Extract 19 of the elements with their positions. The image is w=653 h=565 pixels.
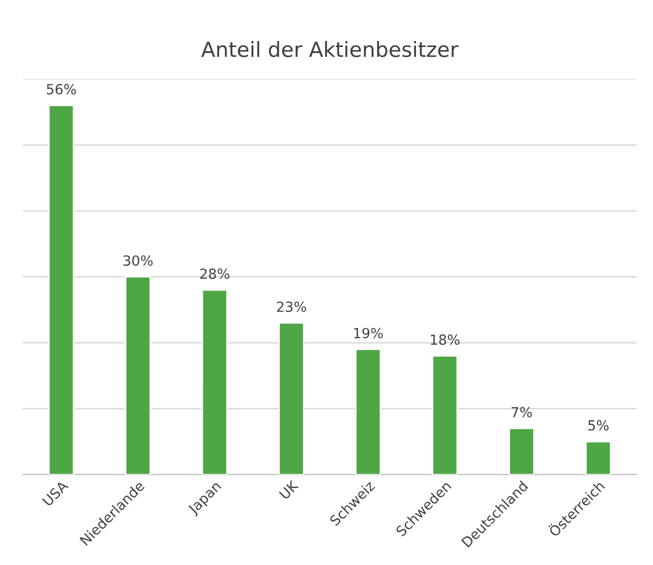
bar [48,104,74,475]
data-label: 23% [276,301,306,312]
bar [585,440,612,475]
data-label: 56% [46,84,76,94]
bar [202,289,228,475]
x-tick-label: UK [278,480,300,500]
x-tick-label: USA [42,480,69,507]
bar [508,428,535,475]
data-label: 18% [430,334,460,345]
bar [355,348,382,475]
bar [278,322,304,475]
bar [124,276,151,475]
data-label: 19% [354,328,383,338]
data-label: 5% [588,420,609,431]
data-label: 28% [200,268,230,280]
data-label: 7% [512,406,532,418]
chart-title: Anteil der Aktienbesitzer [201,41,458,58]
data-label: 30% [124,255,153,266]
bar [432,355,458,475]
